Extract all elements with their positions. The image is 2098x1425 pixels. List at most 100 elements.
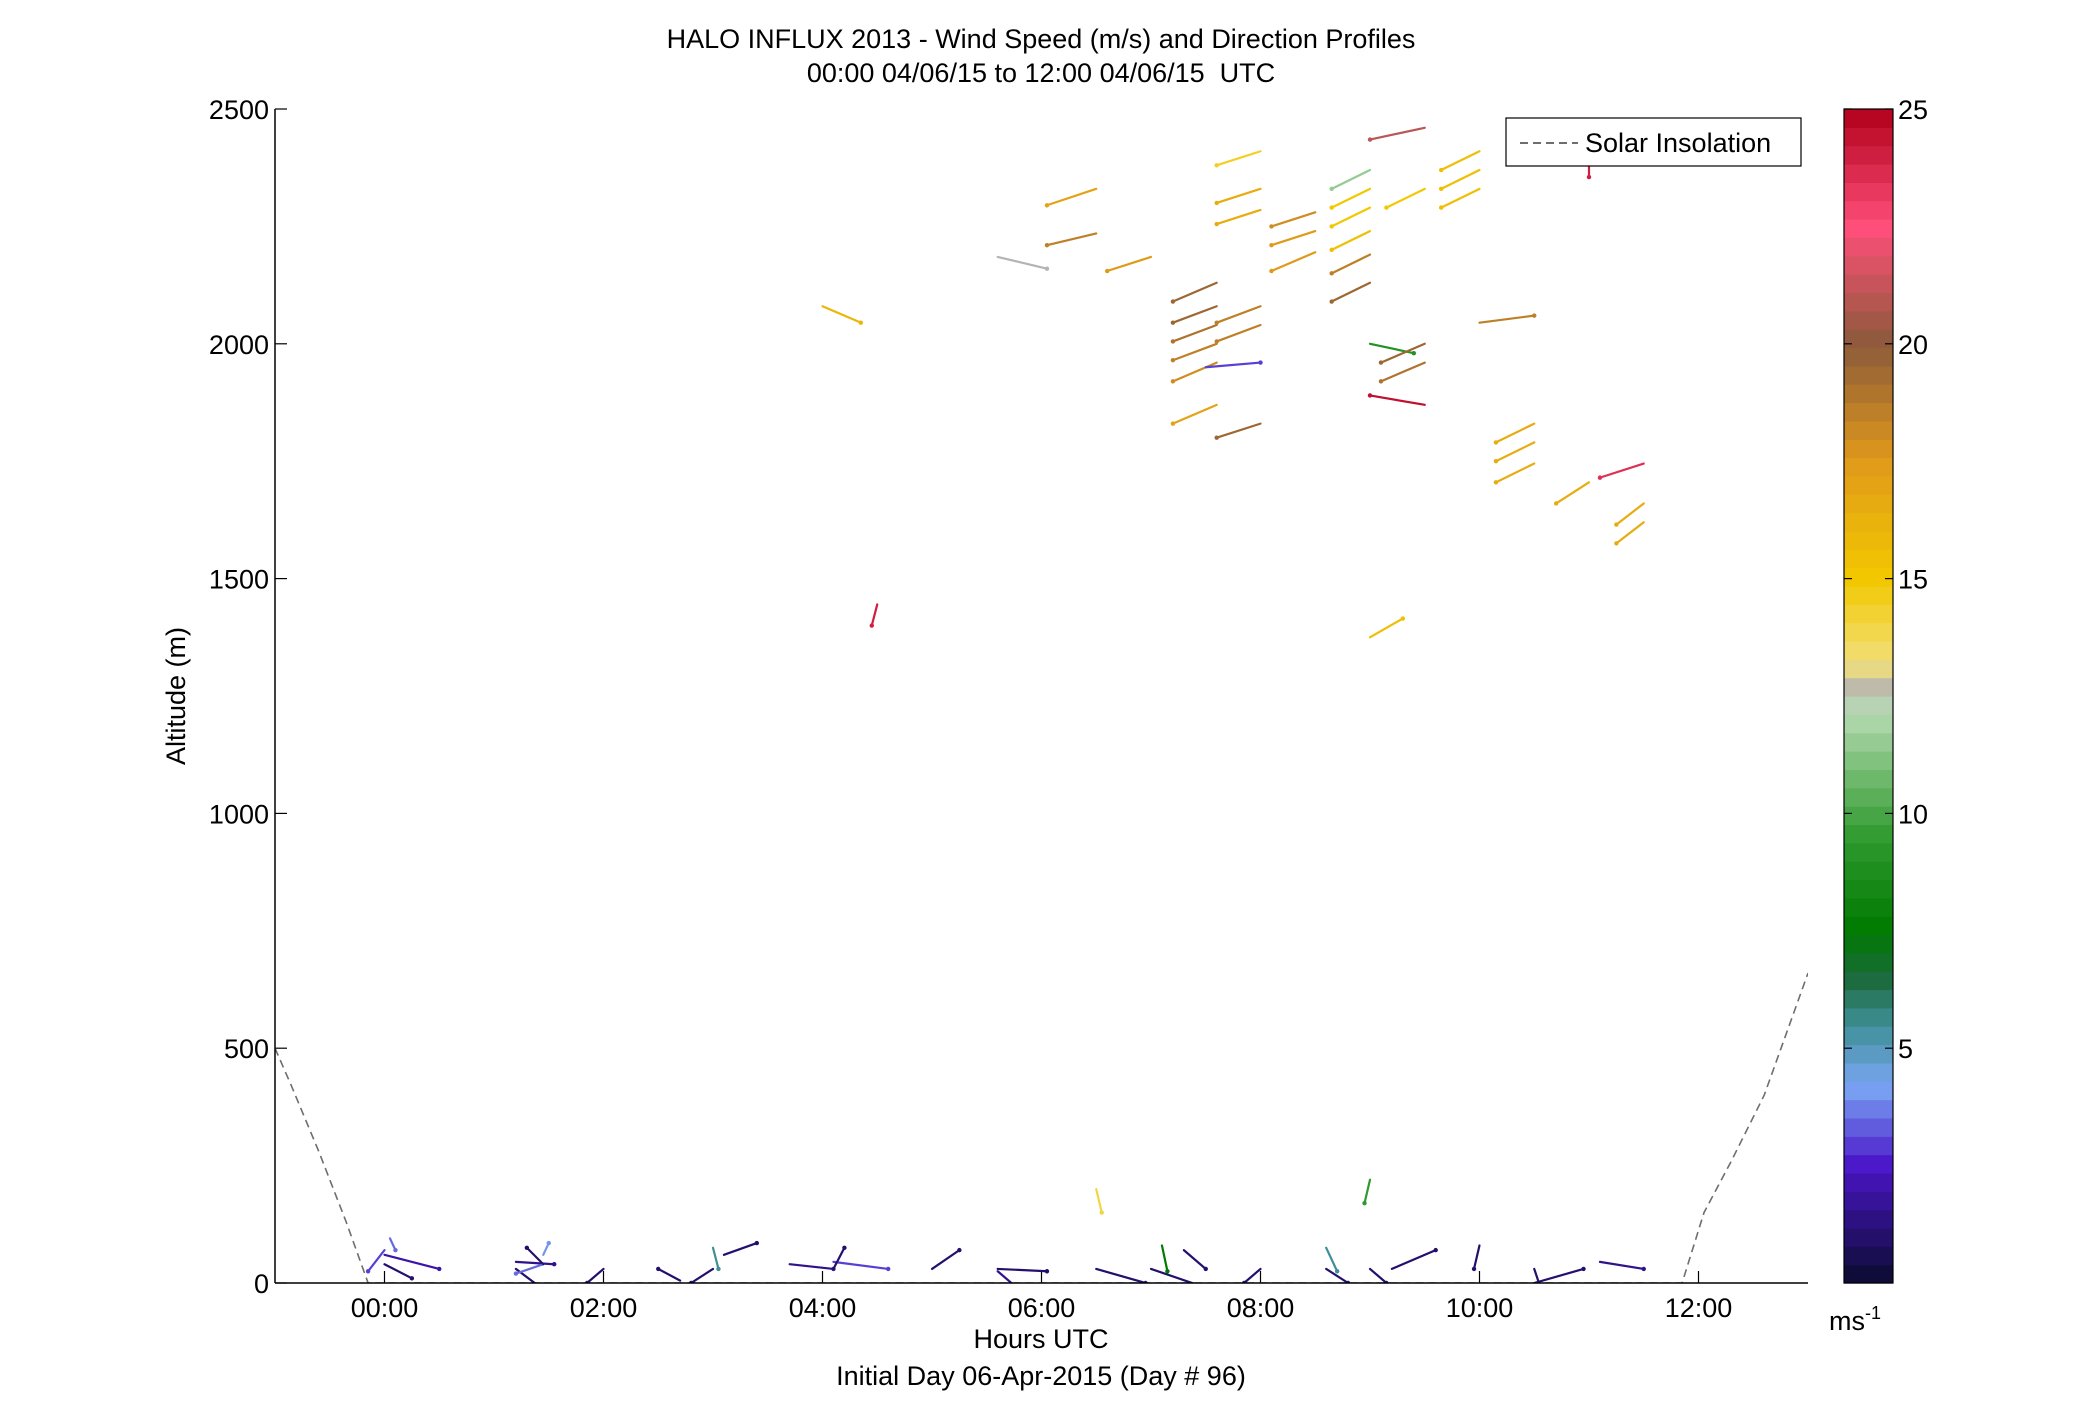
y-tick-label: 1500	[209, 565, 269, 595]
wind-vector	[525, 1246, 545, 1266]
colorbar-band	[1844, 549, 1893, 569]
colorbar-tick-label: 25	[1898, 95, 1928, 125]
wind-vector-head	[1214, 200, 1219, 206]
wind-vector	[1615, 521, 1645, 545]
colorbar-band	[1844, 329, 1893, 349]
wind-vector	[657, 1267, 682, 1282]
y-tick-label: 1000	[209, 799, 269, 829]
wind-vector	[1045, 187, 1098, 207]
colorbar-band	[1844, 1172, 1893, 1192]
colorbar-band	[1844, 384, 1893, 404]
wind-vector-head	[957, 1247, 962, 1253]
wind-vector-head	[1204, 1285, 1208, 1289]
wind-vector	[1215, 422, 1262, 439]
wind-vector-head	[842, 1245, 847, 1250]
colorbar-band	[1844, 200, 1893, 220]
wind-vectors	[365, 126, 1646, 1289]
colorbar-band	[1844, 640, 1893, 660]
wind-vector	[1330, 206, 1372, 228]
wind-vector-head	[1614, 541, 1619, 546]
wind-vector-head	[656, 1266, 661, 1272]
wind-vector	[1379, 361, 1426, 383]
wind-vector	[1330, 168, 1372, 190]
colorbar-band	[1844, 402, 1893, 422]
wind-vector-head	[1367, 393, 1373, 398]
colorbar-band	[1844, 897, 1893, 917]
wind-vector	[832, 1246, 846, 1271]
wind-vector-head	[1203, 1266, 1208, 1272]
colorbar-band	[1844, 1209, 1893, 1229]
colorbar-unit-base: ms	[1829, 1306, 1865, 1336]
colorbar-band	[1844, 585, 1893, 605]
wind-vector-head	[1214, 339, 1219, 344]
wind-vector	[1171, 281, 1218, 303]
wind-vector-head	[1099, 1210, 1104, 1215]
wind-vector	[514, 1263, 545, 1275]
wind-vector-head	[1378, 360, 1384, 365]
wind-vector	[1160, 1244, 1169, 1273]
x-tick-label: 10:00	[1446, 1293, 1514, 1323]
wind-vector-head	[1597, 475, 1603, 480]
colorbar-band	[1844, 164, 1893, 183]
wind-vector-head	[754, 1240, 759, 1246]
colorbar-band	[1844, 769, 1893, 789]
colorbar-unit-label: ms-1	[1829, 1303, 1881, 1336]
x-tick-label: 04:00	[789, 1293, 857, 1323]
colorbar-band	[1844, 1227, 1893, 1247]
wind-vector	[1494, 441, 1536, 463]
wind-vector	[1171, 342, 1218, 362]
colorbar-band	[1844, 787, 1893, 807]
colorbar-band	[1844, 145, 1893, 165]
colorbar-band	[1844, 1062, 1893, 1082]
wind-vector	[1440, 168, 1481, 190]
wind-vector	[1095, 1267, 1147, 1283]
wind-vector	[1215, 150, 1262, 167]
colorbar-tick-label: 10	[1898, 799, 1928, 829]
colorbar-band	[1844, 751, 1893, 770]
wind-vector	[1242, 1267, 1262, 1283]
wind-vector	[1368, 1267, 1388, 1283]
wind-vector-head	[437, 1266, 442, 1272]
wind-vector	[1368, 126, 1426, 141]
colorbar-band	[1844, 677, 1893, 697]
wind-vector	[1330, 253, 1372, 275]
wind-vector	[821, 305, 862, 324]
legend: Solar Insolation	[1505, 117, 1802, 167]
wind-vector-head	[1493, 480, 1499, 485]
wind-vector-head	[513, 1271, 519, 1276]
wind-vector-head	[1367, 137, 1373, 142]
colorbar-tick-label: 20	[1898, 330, 1928, 360]
colorbar-band	[1844, 1264, 1893, 1284]
colorbar-band	[1844, 475, 1893, 495]
wind-vector	[1494, 462, 1536, 484]
colorbar-band	[1844, 310, 1893, 330]
wind-vector	[996, 255, 1049, 270]
x-tick-label: 02:00	[570, 1293, 638, 1323]
wind-vector-head	[1378, 379, 1384, 384]
wind-vector-head	[1400, 616, 1406, 621]
wind-vector-head	[409, 1276, 415, 1281]
colorbar-band	[1844, 274, 1893, 294]
colorbar-band	[1844, 457, 1893, 477]
wind-vector	[1171, 305, 1218, 324]
colorbar-band	[1844, 1081, 1893, 1101]
wind-vector-head	[1258, 360, 1263, 365]
wind-vector	[585, 1267, 605, 1283]
wind-vector	[1325, 1246, 1339, 1273]
wind-vector-head	[1170, 358, 1176, 363]
wind-vector	[1533, 1267, 1585, 1283]
wind-vector	[1440, 150, 1481, 172]
wind-vector	[514, 1260, 556, 1266]
wind-vector	[1045, 232, 1098, 247]
colorbar-band	[1844, 109, 1893, 128]
wind-vector	[996, 1270, 1014, 1283]
x-tick-label: 12:00	[1665, 1293, 1733, 1323]
wind-vector	[711, 1246, 720, 1271]
colorbar-ticks: 5 10 15 20 25	[1844, 95, 1928, 1064]
wind-vector-head	[1329, 299, 1334, 304]
x-tick-label: 00:00	[351, 1293, 419, 1323]
wind-vector	[1270, 251, 1317, 273]
wind-vector-head	[546, 1240, 551, 1246]
wind-vector	[689, 1267, 715, 1283]
colorbar-band	[1844, 696, 1893, 715]
